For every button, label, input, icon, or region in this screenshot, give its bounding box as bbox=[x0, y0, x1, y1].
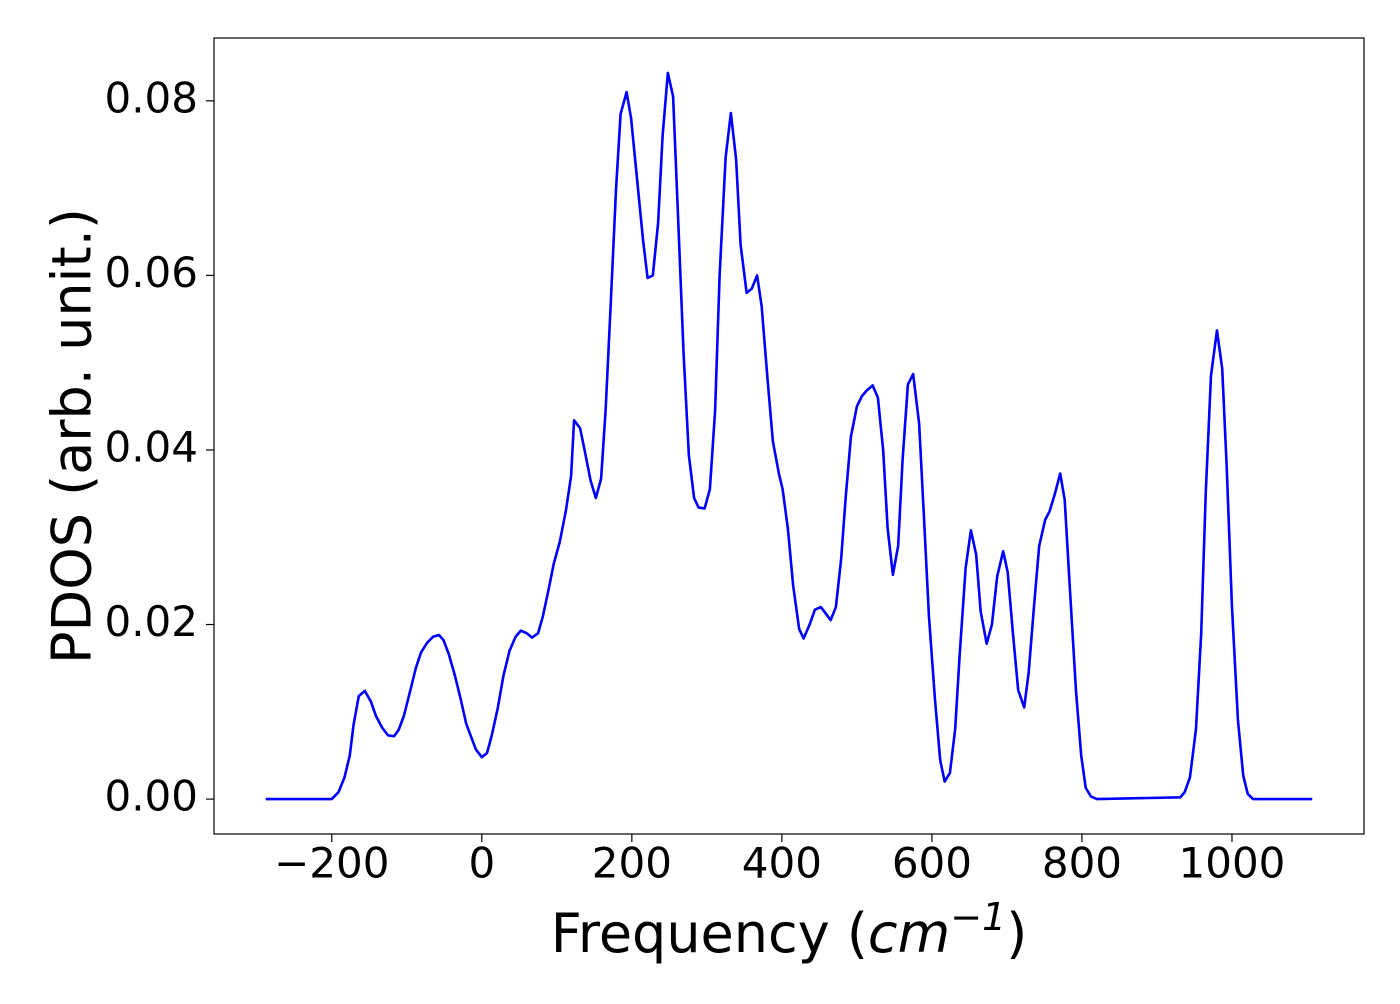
x-axis-label: Frequency (cm−1) bbox=[551, 895, 1028, 965]
y-tick-label: 0.00 bbox=[104, 772, 198, 821]
x-axis-label-close: ) bbox=[1006, 902, 1027, 965]
x-tick-label: 600 bbox=[892, 839, 972, 888]
y-tick-label: 0.06 bbox=[104, 248, 198, 297]
x-axis-label-exponent: −1 bbox=[950, 895, 1006, 939]
x-axis-label-text: Frequency ( bbox=[551, 902, 868, 965]
data-line bbox=[265, 71, 1313, 801]
y-tick-label: 0.04 bbox=[104, 422, 198, 471]
x-tick-label: 1000 bbox=[1179, 839, 1286, 888]
x-tick-label: 400 bbox=[742, 839, 822, 888]
y-tick-label: 0.08 bbox=[104, 73, 198, 122]
x-tick-label: −200 bbox=[274, 839, 389, 888]
x-tick-label: 0 bbox=[468, 839, 495, 888]
plot-frame bbox=[213, 37, 1365, 835]
y-tick-label: 0.02 bbox=[104, 597, 198, 646]
x-axis-label-unit: cm bbox=[868, 902, 950, 965]
x-tick-label: 200 bbox=[592, 839, 672, 888]
y-axis-label: PDOS (arb. unit.) bbox=[41, 208, 104, 664]
x-tick-label: 800 bbox=[1042, 839, 1122, 888]
